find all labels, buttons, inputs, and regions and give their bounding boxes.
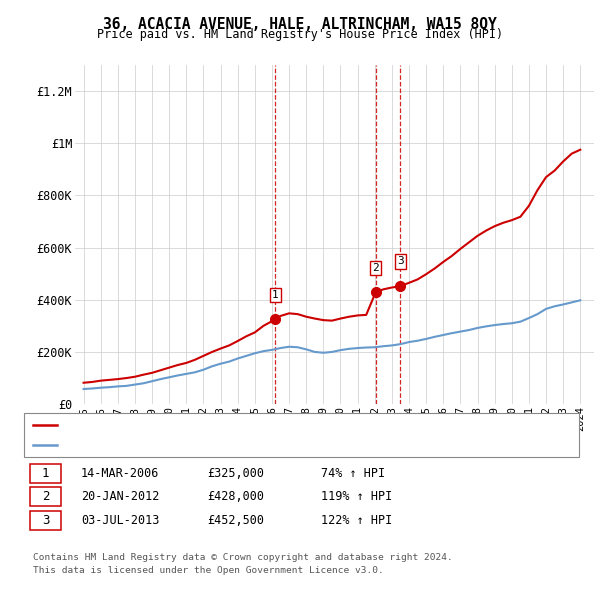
Text: 36, ACACIA AVENUE, HALE, ALTRINCHAM, WA15 8QY (semi-detached house): 36, ACACIA AVENUE, HALE, ALTRINCHAM, WA1… (62, 421, 481, 430)
Text: 14-MAR-2006: 14-MAR-2006 (81, 467, 160, 480)
Text: 1: 1 (42, 467, 49, 480)
Text: 2: 2 (42, 490, 49, 503)
Text: 36, ACACIA AVENUE, HALE, ALTRINCHAM, WA15 8QY: 36, ACACIA AVENUE, HALE, ALTRINCHAM, WA1… (103, 17, 497, 31)
Text: Price paid vs. HM Land Registry's House Price Index (HPI): Price paid vs. HM Land Registry's House … (97, 28, 503, 41)
Text: This data is licensed under the Open Government Licence v3.0.: This data is licensed under the Open Gov… (33, 566, 384, 575)
Text: Contains HM Land Registry data © Crown copyright and database right 2024.: Contains HM Land Registry data © Crown c… (33, 553, 453, 562)
Text: 2: 2 (372, 263, 379, 273)
Text: £428,000: £428,000 (207, 490, 264, 503)
Text: £452,500: £452,500 (207, 514, 264, 527)
Text: 3: 3 (42, 514, 49, 527)
Text: £325,000: £325,000 (207, 467, 264, 480)
Text: 1: 1 (272, 290, 279, 300)
Text: 03-JUL-2013: 03-JUL-2013 (81, 514, 160, 527)
Text: 3: 3 (397, 257, 404, 267)
Text: 20-JAN-2012: 20-JAN-2012 (81, 490, 160, 503)
Text: 119% ↑ HPI: 119% ↑ HPI (321, 490, 392, 503)
Text: HPI: Average price, semi-detached house, Trafford: HPI: Average price, semi-detached house,… (62, 440, 368, 450)
Text: 74% ↑ HPI: 74% ↑ HPI (321, 467, 385, 480)
Text: 122% ↑ HPI: 122% ↑ HPI (321, 514, 392, 527)
